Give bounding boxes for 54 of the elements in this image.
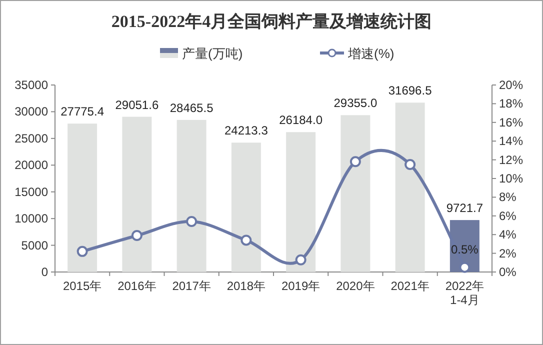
point — [240, 234, 252, 246]
bar — [68, 124, 98, 272]
legend-label: 增速(%) — [347, 46, 394, 61]
data-label: 29355.0 — [334, 96, 378, 110]
point — [350, 156, 361, 168]
y2-tick-label: 20% — [499, 78, 524, 92]
point — [186, 216, 198, 228]
y2-tick-label: 12% — [499, 152, 524, 167]
y-tick-label: 0 — [41, 265, 48, 279]
y2-tick-label: 14% — [499, 134, 524, 148]
y-tick-label: 30000 — [14, 104, 48, 119]
x-tick-label: 2022年 1-4月 — [445, 279, 484, 307]
data-label: 31696.5 — [388, 84, 432, 98]
x-tick-label: 2020年 — [336, 279, 375, 293]
y2-tick-label: 4% — [499, 228, 517, 242]
y2-tick-label: 8% — [499, 190, 517, 204]
point — [76, 246, 88, 257]
point — [404, 158, 416, 170]
bar — [286, 132, 316, 272]
bar — [340, 115, 370, 272]
y2-tick-label: 10% — [499, 172, 524, 186]
bar — [231, 142, 261, 272]
y-tick-label: 5000 — [21, 238, 48, 252]
x-tick-label: 2016年 — [118, 279, 156, 293]
x-tick-label: 2017年 — [172, 279, 211, 293]
data-label: 26184.0 — [279, 113, 323, 128]
point — [131, 230, 142, 242]
data-label: 28465.5 — [170, 100, 214, 115]
data-label: 0.5% — [451, 242, 479, 256]
chart-title: 2015-2022年4月全国饲料产量及增速统计图 — [111, 12, 432, 31]
y2-tick-label: 2% — [499, 246, 517, 260]
x-tick-label: 2018年 — [226, 279, 266, 293]
y2-tick-label: 16% — [499, 115, 524, 130]
y2-tick-label: 18% — [499, 96, 524, 111]
y2-tick-label: 6% — [499, 208, 517, 223]
y-tick-label: 25000 — [14, 131, 48, 146]
point — [459, 262, 470, 273]
data-label: 9721.7 — [446, 201, 484, 216]
legend-label: 产量(万吨) — [182, 46, 243, 61]
x-tick-label: 2021年 — [390, 279, 430, 293]
y-tick-label: 10000 — [14, 212, 48, 226]
bar — [176, 120, 206, 272]
data-label: 24213.3 — [224, 124, 268, 138]
point — [295, 254, 306, 266]
y2-tick-label: 0% — [499, 265, 517, 279]
y-tick-label: 15000 — [14, 184, 48, 199]
x-tick-label: 2015年 — [62, 279, 102, 293]
bar — [395, 102, 425, 272]
bar — [122, 116, 152, 272]
x-tick-label: 2019年 — [281, 279, 320, 293]
y-tick-label: 20000 — [14, 158, 48, 172]
data-label: 27775.4 — [60, 104, 104, 119]
y-tick-label: 35000 — [14, 78, 48, 92]
data-label: 29051.6 — [115, 98, 159, 112]
